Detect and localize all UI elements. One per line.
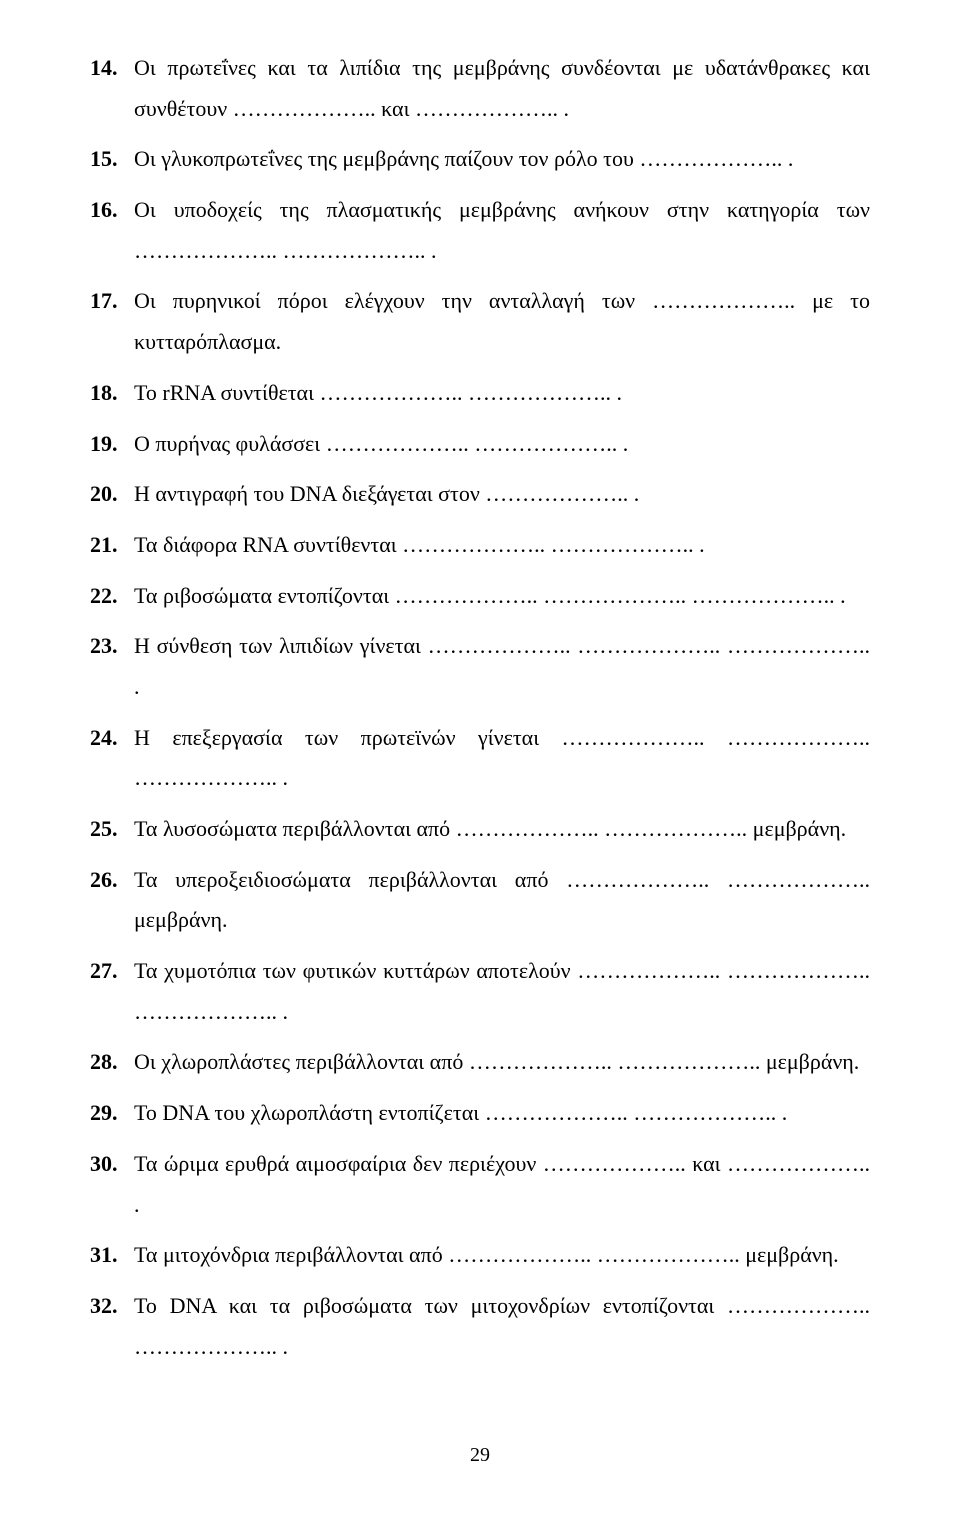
item-text: Οι πρωτεΐνες και τα λιπίδια της μεμβράνη…: [134, 48, 870, 129]
item-number: 24.: [90, 718, 134, 759]
item-number: 14.: [90, 48, 134, 89]
item-text: Τα λυσοσώματα περιβάλλονται από ………………..…: [134, 809, 870, 850]
item-number: 16.: [90, 190, 134, 231]
list-item: 14.Οι πρωτεΐνες και τα λιπίδια της μεμβρ…: [90, 48, 870, 129]
list-item: 24.Η επεξεργασία των πρωτεϊνών γίνεται ……: [90, 718, 870, 799]
list-item: 29.Το DNA του χλωροπλάστη εντοπίζεται ………: [90, 1093, 870, 1134]
item-number: 17.: [90, 281, 134, 322]
item-text: Τα μιτοχόνδρια περιβάλλονται από ……………….…: [134, 1235, 870, 1276]
item-number: 29.: [90, 1093, 134, 1134]
list-item: 16.Οι υποδοχείς της πλασματικής μεμβράνη…: [90, 190, 870, 271]
page-number: 29: [90, 1437, 870, 1474]
item-number: 25.: [90, 809, 134, 850]
item-number: 22.: [90, 576, 134, 617]
item-text: Οι χλωροπλάστες περιβάλλονται από …………………: [134, 1042, 870, 1083]
item-text: Η επεξεργασία των πρωτεϊνών γίνεται ……………: [134, 718, 870, 799]
list-item: 32.Το DNA και τα ριβοσώματα των μιτοχονδ…: [90, 1286, 870, 1367]
item-number: 20.: [90, 474, 134, 515]
list-item: 28.Οι χλωροπλάστες περιβάλλονται από …………: [90, 1042, 870, 1083]
list-item: 25.Τα λυσοσώματα περιβάλλονται από ………………: [90, 809, 870, 850]
item-text: Οι υποδοχείς της πλασματικής μεμβράνης α…: [134, 190, 870, 271]
list-item: 17.Οι πυρηνικοί πόροι ελέγχουν την ανταλ…: [90, 281, 870, 362]
list-item: 19.Ο πυρήνας φυλάσσει ……………….. ……………….. …: [90, 424, 870, 465]
item-number: 19.: [90, 424, 134, 465]
item-text: Το DNA του χλωροπλάστη εντοπίζεται ………………: [134, 1093, 870, 1134]
item-text: Τα χυμοτόπια των φυτικών κυττάρων αποτελ…: [134, 951, 870, 1032]
item-text: Οι πυρηνικοί πόροι ελέγχουν την ανταλλαγ…: [134, 281, 870, 362]
item-number: 32.: [90, 1286, 134, 1327]
list-item: 20.Η αντιγραφή του DNA διεξάγεται στον ……: [90, 474, 870, 515]
item-number: 28.: [90, 1042, 134, 1083]
question-list: 14.Οι πρωτεΐνες και τα λιπίδια της μεμβρ…: [90, 48, 870, 1367]
list-item: 30.Τα ώριμα ερυθρά αιμοσφαίρια δεν περιέ…: [90, 1144, 870, 1225]
item-text: Το rRNA συντίθεται ……………….. ……………….. .: [134, 373, 870, 414]
list-item: 18.Το rRNA συντίθεται ……………….. ……………….. …: [90, 373, 870, 414]
list-item: 27.Τα χυμοτόπια των φυτικών κυττάρων απο…: [90, 951, 870, 1032]
list-item: 23.Η σύνθεση των λιπιδίων γίνεται …………………: [90, 626, 870, 707]
item-text: Η αντιγραφή του DNA διεξάγεται στον ……………: [134, 474, 870, 515]
item-number: 21.: [90, 525, 134, 566]
item-number: 30.: [90, 1144, 134, 1185]
item-text: Τα ώριμα ερυθρά αιμοσφαίρια δεν περιέχου…: [134, 1144, 870, 1225]
item-number: 23.: [90, 626, 134, 667]
item-number: 15.: [90, 139, 134, 180]
item-number: 27.: [90, 951, 134, 992]
list-item: 15.Οι γλυκοπρωτεΐνες της μεμβράνης παίζο…: [90, 139, 870, 180]
item-number: 18.: [90, 373, 134, 414]
list-item: 21.Τα διάφορα RNA συντίθενται ……………….. ……: [90, 525, 870, 566]
item-number: 31.: [90, 1235, 134, 1276]
list-item: 26.Τα υπεροξειδιοσώματα περιβάλλονται απ…: [90, 860, 870, 941]
item-text: Τα διάφορα RNA συντίθενται ……………….. ……………: [134, 525, 870, 566]
list-item: 22.Τα ριβοσώματα εντοπίζονται ……………….. ……: [90, 576, 870, 617]
list-item: 31.Τα μιτοχόνδρια περιβάλλονται από ……………: [90, 1235, 870, 1276]
item-text: Το DNA και τα ριβοσώματα των μιτοχονδρίω…: [134, 1286, 870, 1367]
item-text: Οι γλυκοπρωτεΐνες της μεμβράνης παίζουν …: [134, 139, 870, 180]
item-text: Τα ριβοσώματα εντοπίζονται ……………….. ……………: [134, 576, 870, 617]
item-text: Τα υπεροξειδιοσώματα περιβάλλονται από ……: [134, 860, 870, 941]
item-number: 26.: [90, 860, 134, 901]
item-text: Ο πυρήνας φυλάσσει ……………….. ……………….. .: [134, 424, 870, 465]
item-text: Η σύνθεση των λιπιδίων γίνεται ……………….. …: [134, 626, 870, 707]
